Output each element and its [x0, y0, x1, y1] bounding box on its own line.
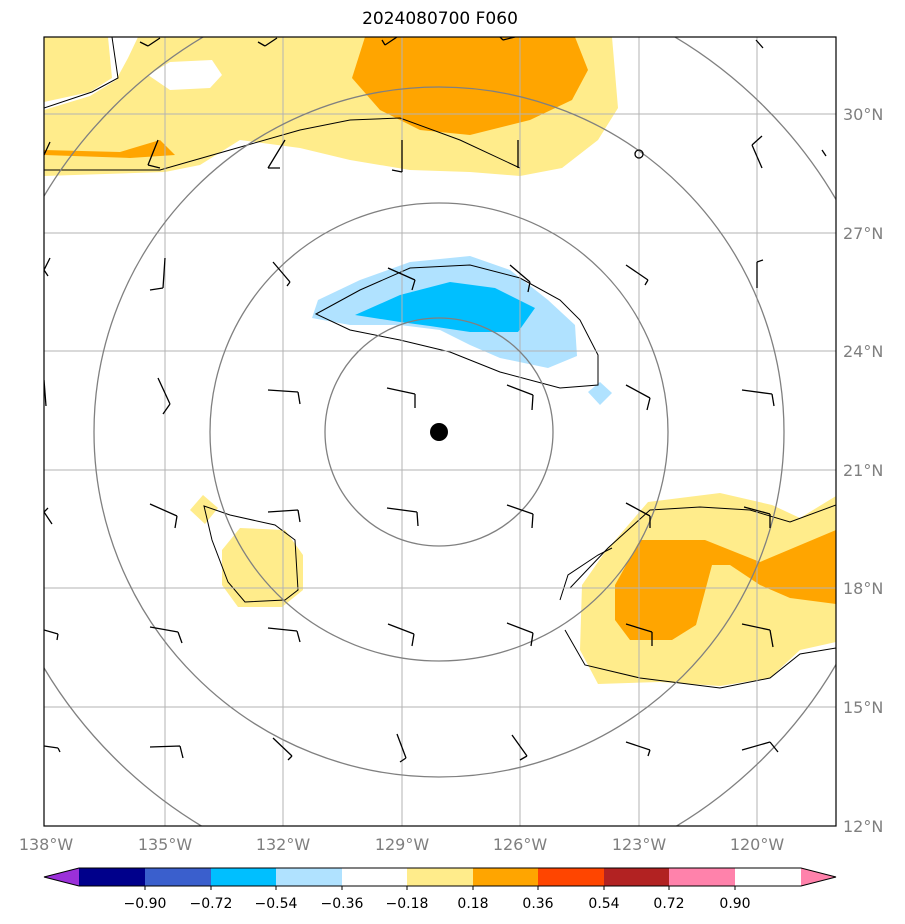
lat-label: 12°N	[843, 817, 883, 836]
colorbar-label: 0.18	[457, 896, 488, 912]
colorbar-extend-low	[44, 868, 79, 886]
lat-label: 15°N	[843, 698, 883, 717]
colorbar-swatch	[79, 868, 145, 886]
lon-label: 135°W	[138, 835, 193, 854]
latitude-labels: 30°N 27°N 24°N 21°N 18°N 15°N 12°N	[843, 105, 883, 836]
colorbar-ticks	[144, 886, 736, 890]
colorbar-label: −0.18	[386, 896, 429, 912]
gridlines	[44, 37, 836, 826]
colorbar-swatches	[44, 868, 836, 886]
colorbar-swatch	[145, 868, 211, 886]
colorbar-extend-high	[801, 868, 836, 886]
lon-label: 120°W	[730, 835, 785, 854]
colorbar-label: −0.54	[255, 896, 298, 912]
colorbar-label: 0.36	[522, 896, 553, 912]
colorbar-swatch	[407, 868, 473, 886]
colorbar: −0.90 −0.72 −0.54 −0.36 −0.18 0.18 0.36 …	[43, 867, 837, 912]
lat-label: 18°N	[843, 579, 883, 598]
colorbar-label: 0.54	[588, 896, 619, 912]
colorbar-label: 0.90	[719, 896, 750, 912]
colorbar-labels: −0.90 −0.72 −0.54 −0.36 −0.18 0.18 0.36 …	[124, 896, 751, 912]
lat-label: 30°N	[843, 105, 883, 124]
plot-frame	[43, 36, 837, 827]
lon-label: 138°W	[19, 835, 74, 854]
storm-center-marker	[430, 423, 448, 441]
colorbar-outline	[43, 867, 837, 887]
colorbar-label: 0.72	[653, 896, 684, 912]
lon-label: 123°W	[612, 835, 667, 854]
lat-label: 21°N	[843, 461, 883, 480]
contour-lines	[44, 37, 836, 689]
colorbar-label: −0.36	[321, 896, 364, 912]
lon-label: 132°W	[256, 835, 311, 854]
colorbar-swatch	[473, 868, 538, 886]
colorbar-swatch	[669, 868, 735, 886]
colorbar-swatch	[538, 868, 604, 886]
range-ring-6	[209, 202, 669, 662]
lon-label: 129°W	[375, 835, 430, 854]
shaded-field	[44, 37, 836, 686]
lon-label: 126°W	[493, 835, 548, 854]
map-title: 2024080700 F060	[362, 9, 518, 29]
colorbar-swatch	[342, 868, 407, 886]
range-ring-3	[324, 317, 554, 547]
range-ring-9	[93, 86, 785, 778]
lat-label: 27°N	[843, 224, 883, 243]
colorbar-swatch	[604, 868, 669, 886]
colorbar-swatch	[211, 868, 276, 886]
colorbar-label: −0.90	[124, 896, 167, 912]
longitude-labels: 138°W 135°W 132°W 129°W 126°W 123°W 120°…	[19, 835, 785, 854]
colorbar-swatch	[276, 868, 342, 886]
plot-area	[44, 37, 836, 826]
lat-label: 24°N	[843, 342, 883, 361]
colorbar-label: −0.72	[190, 896, 233, 912]
range-rings	[44, 37, 836, 826]
